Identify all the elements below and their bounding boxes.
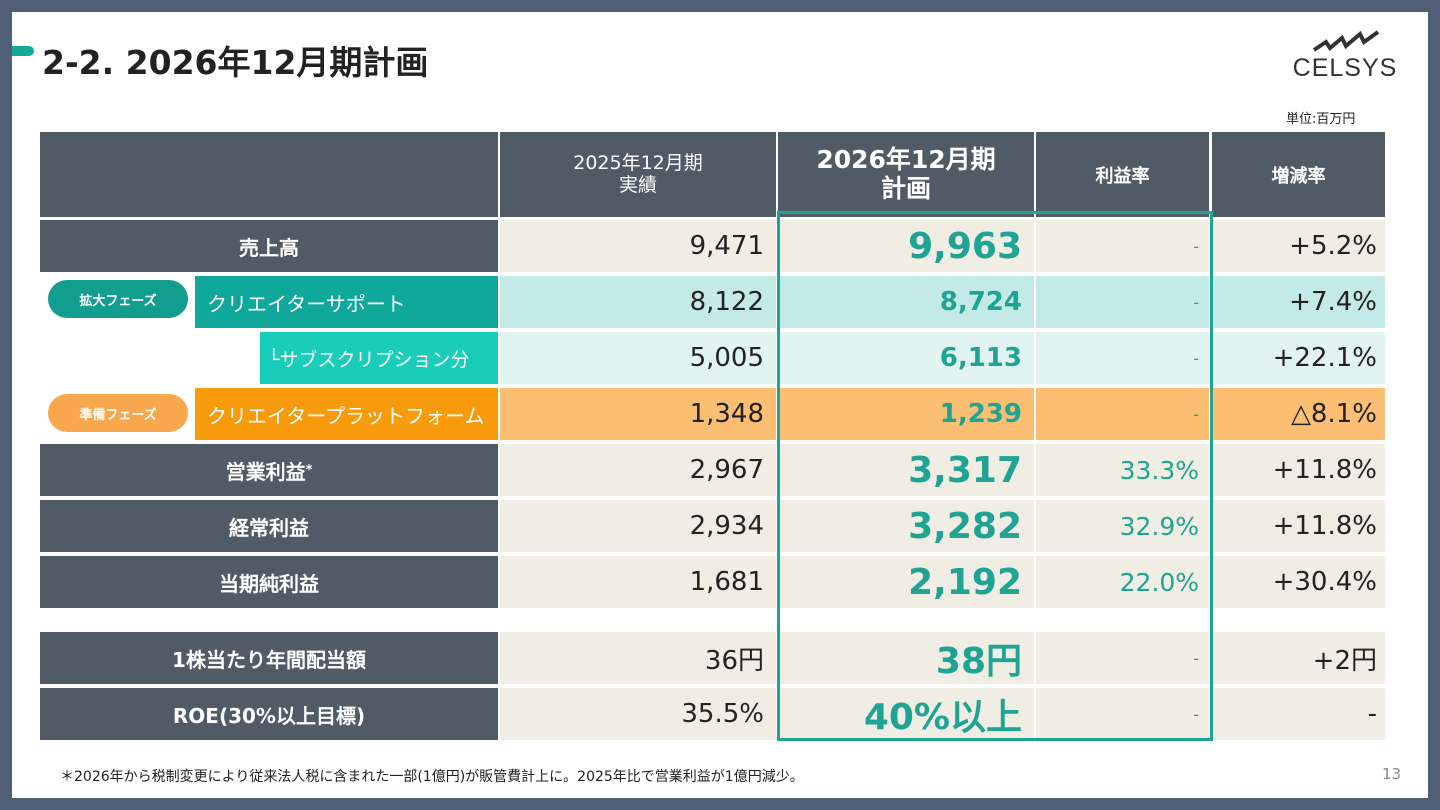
logo-mark-icon <box>1312 30 1380 52</box>
cell-plan: 6,113 <box>778 332 1034 384</box>
cell-margin: 22.0% <box>1036 556 1209 608</box>
page-number: 13 <box>1382 765 1402 783</box>
row-label-note: * <box>305 462 313 478</box>
cell-change: +11.8% <box>1212 500 1385 552</box>
header-prev: 2025年12月期 実績 <box>500 132 776 217</box>
row-label: 当期純利益 <box>40 556 498 608</box>
cell-margin: - <box>1036 276 1209 328</box>
header-plan: 2026年12月期 計画 <box>778 132 1034 217</box>
header-plan-line2: 計画 <box>880 173 931 203</box>
cell-prev: 35.5% <box>500 688 776 740</box>
header-plan-line1: 2026年12月期 <box>816 144 996 174</box>
cell-plan: 3,282 <box>778 500 1034 552</box>
celsys-logo: CELSYS <box>1290 30 1400 83</box>
cell-change: +5.2% <box>1212 220 1385 272</box>
cell-plan: 40%以上 <box>778 688 1034 740</box>
phase-badge-prepare: 準備フェーズ <box>48 394 188 432</box>
row-label: ROE(30%以上目標) <box>40 688 498 740</box>
cell-margin: - <box>1036 632 1209 684</box>
cell-plan: 8,724 <box>778 276 1034 328</box>
row-label-text: 1株当たり年間配当額 <box>172 647 366 672</box>
cell-prev: 36円 <box>500 632 776 684</box>
cell-plan: 38円 <box>778 632 1034 684</box>
row-label: 売上高 <box>40 220 498 272</box>
cell-prev: 5,005 <box>500 332 776 384</box>
cell-margin: - <box>1036 388 1209 440</box>
row-label-text: 当期純利益 <box>219 571 319 596</box>
logo-text: CELSYS <box>1292 54 1398 82</box>
cell-change: △8.1% <box>1212 388 1385 440</box>
title-accent-bar <box>12 46 34 56</box>
header-change: 増減率 <box>1212 132 1385 217</box>
cell-plan: 3,317 <box>778 444 1034 496</box>
row-label: └サブスクリプション分 <box>260 332 498 384</box>
cell-margin: 33.3% <box>1036 444 1209 496</box>
cell-prev: 2,934 <box>500 500 776 552</box>
row-label-text: 営業利益 <box>225 459 306 484</box>
row-label: 経常利益 <box>40 500 498 552</box>
cell-prev: 2,967 <box>500 444 776 496</box>
header-margin: 利益率 <box>1036 132 1209 217</box>
header-prev-line1: 2025年12月期 <box>573 151 703 174</box>
cell-change: +30.4% <box>1212 556 1385 608</box>
cell-change: +2円 <box>1212 632 1385 684</box>
cell-plan: 9,963 <box>778 220 1034 272</box>
page-title: 2-2. 2026年12月期計画 <box>42 43 429 82</box>
row-label: 1株当たり年間配当額 <box>40 632 498 684</box>
header-prev-line2: 実績 <box>618 173 657 196</box>
cell-change: - <box>1212 688 1385 740</box>
cell-margin: - <box>1036 688 1209 740</box>
unit-label: 単位:百万円 <box>1286 112 1356 127</box>
cell-change: +7.4% <box>1212 276 1385 328</box>
header-blank <box>40 132 498 217</box>
row-label: クリエイタープラットフォーム <box>195 388 498 440</box>
cell-margin: - <box>1036 332 1209 384</box>
row-label-text: 経常利益 <box>229 515 309 540</box>
cell-margin: 32.9% <box>1036 500 1209 552</box>
cell-prev: 1,681 <box>500 556 776 608</box>
cell-plan: 2,192 <box>778 556 1034 608</box>
cell-prev: 8,122 <box>500 276 776 328</box>
row-label: 営業利益 * <box>40 444 498 496</box>
row-label-text: 売上高 <box>239 235 299 260</box>
cell-plan: 1,239 <box>778 388 1034 440</box>
cell-prev: 9,471 <box>500 220 776 272</box>
row-label-text: ROE(30%以上目標) <box>172 703 366 728</box>
phase-badge-expand: 拡大フェーズ <box>48 280 188 318</box>
cell-change: +11.8% <box>1212 444 1385 496</box>
row-label: クリエイターサポート <box>195 276 498 328</box>
cell-margin: - <box>1036 220 1209 272</box>
footnote: ＊2026年から税制変更により従来法人税に含まれた一部(1億円)が販管費計上に。… <box>60 769 804 785</box>
cell-change: +22.1% <box>1212 332 1385 384</box>
cell-prev: 1,348 <box>500 388 776 440</box>
